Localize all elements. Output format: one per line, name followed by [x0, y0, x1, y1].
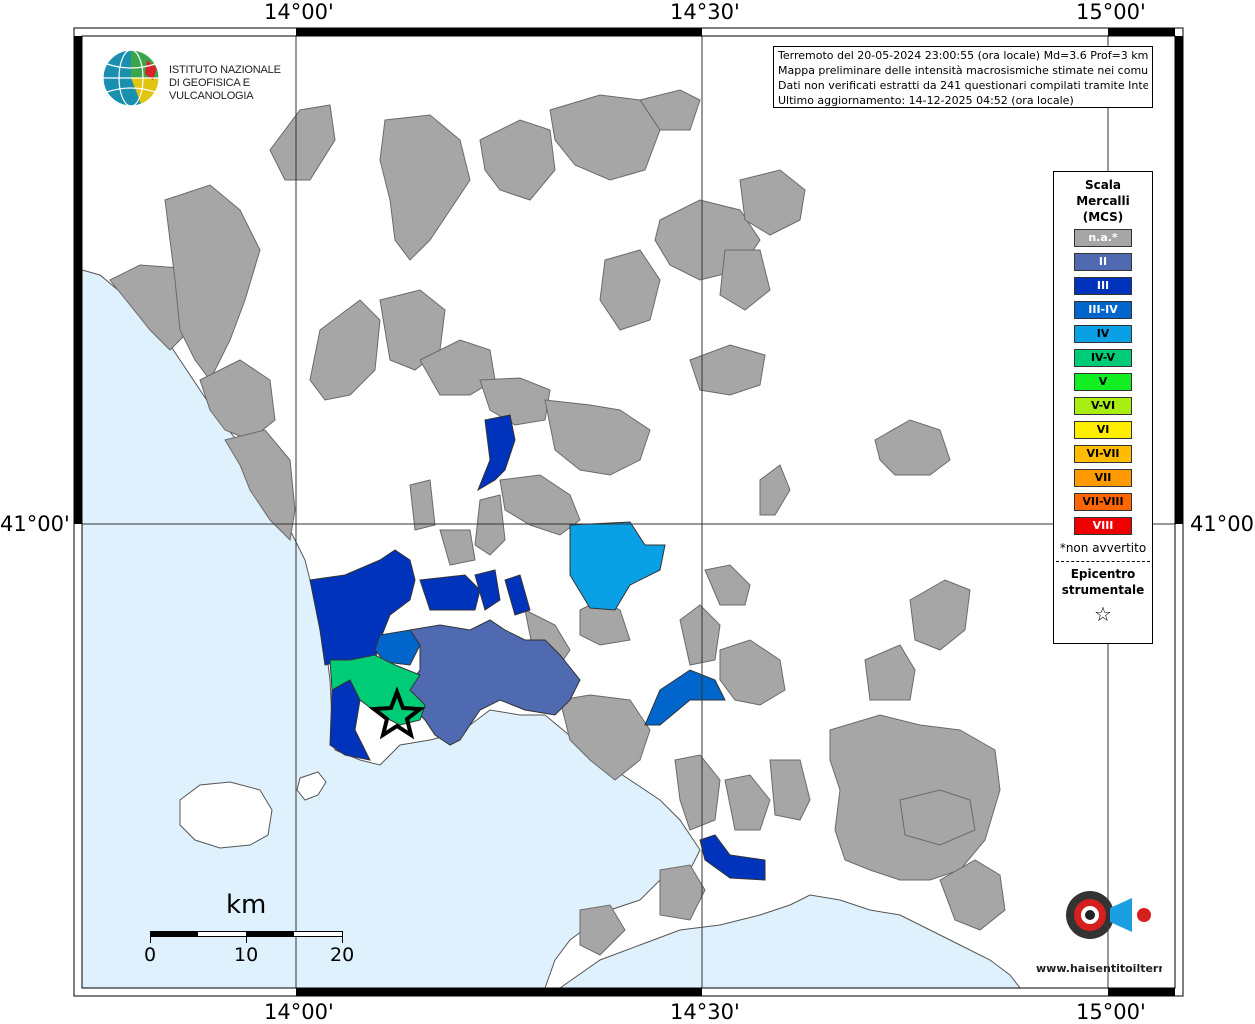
scale-unit: km [226, 890, 267, 920]
island-procida [296, 771, 327, 801]
legend-item-8: VI [1074, 421, 1132, 439]
legend-item-7: V-VI [1074, 397, 1132, 415]
scale-tick-20: 20 [330, 944, 355, 966]
legend-note: *non avvertito [1059, 541, 1147, 555]
area-iii-iv-b [644, 669, 726, 726]
legend-separator [1056, 561, 1150, 562]
event-info-box: Terremoto del 20-05-2024 23:00:55 (ora l… [773, 46, 1153, 108]
coord-bottom-2: 14°30' [670, 1000, 740, 1024]
info-line3: Dati non verificati estratti da 241 ques… [778, 79, 1148, 92]
legend-item-6: V [1074, 373, 1132, 391]
area-iii-b [474, 569, 501, 611]
logo-line1: ISTITUTO NAZIONALE [169, 64, 281, 76]
megaphone-icon [1110, 898, 1132, 932]
epicenter-star [368, 686, 426, 740]
coord-bottom-1: 14°00' [264, 1000, 334, 1024]
legend-items: n.a.* II III III-IV IV IV-V V V-VI VI VI-VII VII VI… [1054, 229, 1152, 535]
info-line4: Ultimo aggiornamento: 14-12-2025 04:52 (… [778, 94, 1074, 107]
legend-item-10: VII [1074, 469, 1132, 487]
scale-tick-0: 0 [144, 944, 157, 966]
area-iii-caserta [476, 414, 516, 492]
area-iv [569, 521, 666, 611]
legend-item-1: II [1074, 253, 1132, 271]
area-iii-a [419, 574, 481, 611]
intensity-legend: Scala Mercalli (MCS) n.a.* II III III-IV IV I… [1053, 171, 1153, 644]
legend-item-9: VI-VII [1074, 445, 1132, 463]
frame-bars [74, 28, 1183, 996]
legend-epicenter-1: Epicentro [1070, 567, 1136, 581]
area-iii-north [309, 549, 416, 666]
legend-title-3: (MCS) [1082, 210, 1124, 224]
coord-top-1: 14°00' [264, 0, 334, 24]
area-iii-c [504, 574, 531, 616]
watermark-text: www.haisentitoilterremoto.it [1036, 962, 1162, 975]
legend-item-3: III-IV [1074, 301, 1132, 319]
info-line1: Terremoto del 20-05-2024 23:00:55 (ora l… [778, 49, 1148, 62]
area-iii-south [699, 834, 766, 881]
haisentito-logo: www.haisentitoilterremoto.it [1032, 860, 1216, 980]
legend-item-5: IV-V [1074, 349, 1132, 367]
legend-item-4: IV [1074, 325, 1132, 343]
coord-top-2: 14°30' [670, 0, 740, 24]
scale-bar: km 0 10 20 [140, 890, 370, 970]
coord-right: 41°00' [1190, 512, 1255, 536]
legend-title-1: Scala [1084, 178, 1122, 192]
info-line2: Mappa preliminare delle intensità macros… [778, 64, 1148, 77]
legend-item-11: VII-VIII [1074, 493, 1132, 511]
municipalities-na [109, 89, 1006, 956]
sea-south [558, 894, 1022, 989]
scale-tick-10: 10 [234, 944, 259, 966]
globe-icon [102, 49, 160, 107]
ingv-logo: ISTITUTO NAZIONALE DI GEOFISICA E VULCAN… [101, 48, 321, 110]
coord-left: 41°00' [0, 512, 70, 536]
legend-title-2: Mercalli [1076, 194, 1130, 208]
legend-star-icon: ☆ [1094, 602, 1112, 626]
logo-line2: DI GEOFISICA E VULCANOLOGIA [169, 77, 254, 102]
legend-epicenter-2: strumentale [1061, 583, 1145, 597]
legend-item-12: VIII [1074, 517, 1132, 535]
island-ischia [179, 781, 273, 849]
legend-item-2: III [1074, 277, 1132, 295]
coord-top-3: 15°00' [1076, 0, 1146, 24]
coord-bottom-3: 15°00' [1076, 1000, 1146, 1024]
legend-item-0: n.a.* [1074, 229, 1132, 247]
